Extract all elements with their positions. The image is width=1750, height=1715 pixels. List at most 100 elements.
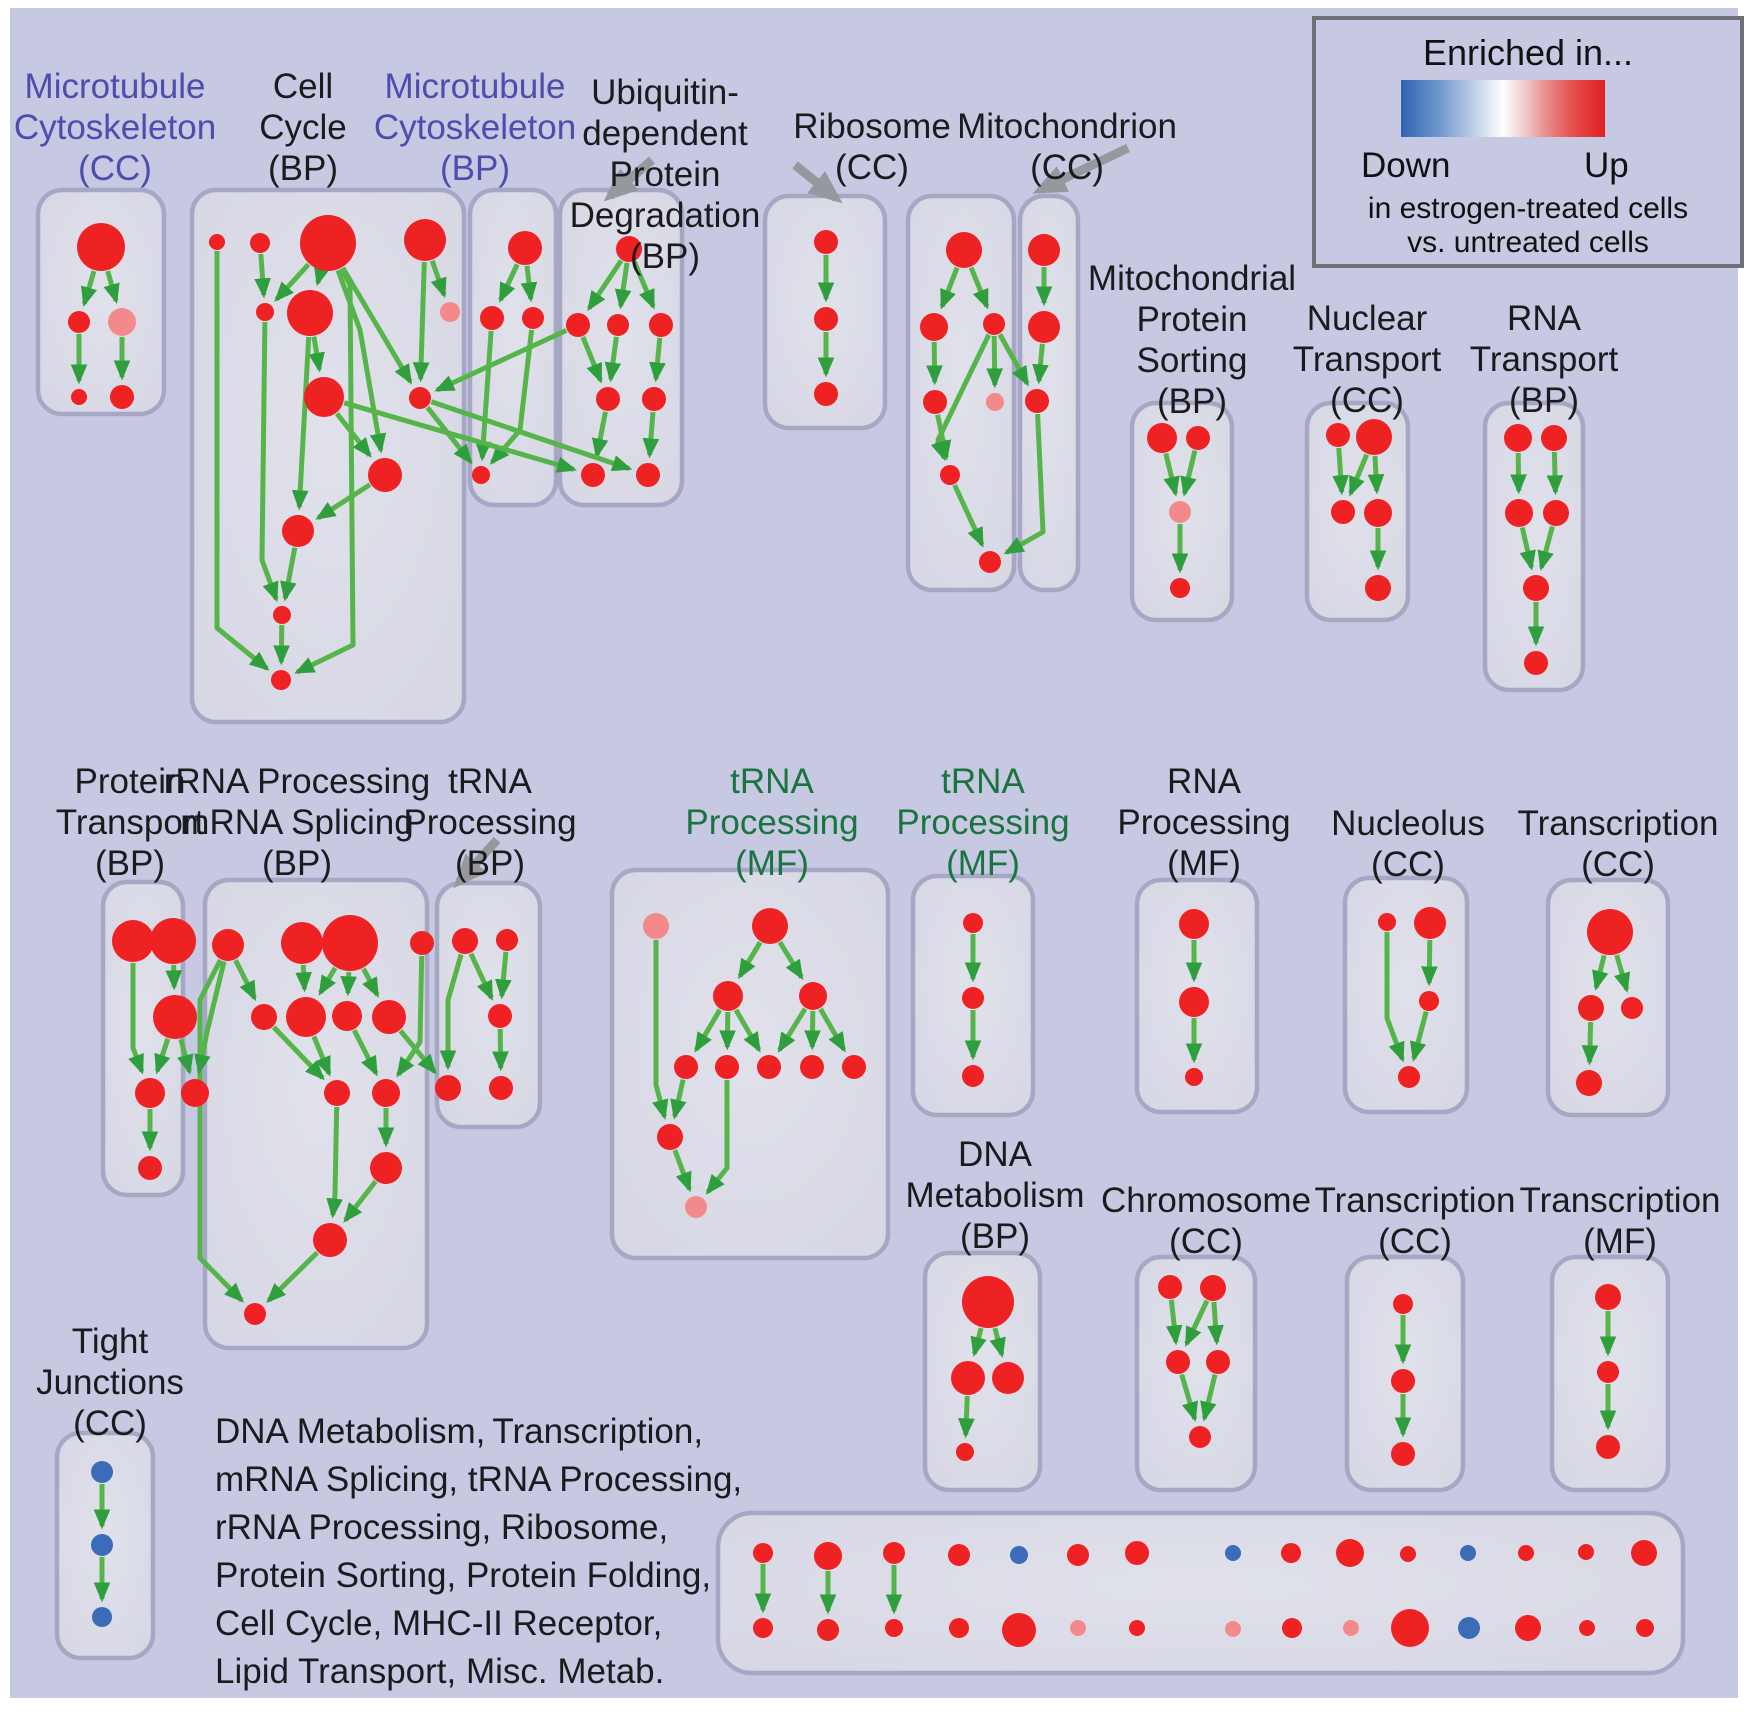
graph-edge [468, 952, 494, 1001]
graph-edge [334, 411, 372, 458]
go-term-node [1185, 1068, 1203, 1086]
go-term-node [287, 290, 333, 336]
cluster-label-transcription-cc-b: Transcription (CC) [1314, 1181, 1516, 1261]
go-term-node [1400, 1546, 1416, 1562]
graph-edge [308, 336, 325, 373]
graph-edge [475, 330, 494, 462]
go-term-node [842, 1055, 866, 1079]
graph-edge [434, 328, 568, 393]
label-pointer-arrow-icon [1032, 143, 1130, 195]
go-term-node [372, 1000, 406, 1034]
go-term-node [1579, 1620, 1595, 1636]
go-term-node [616, 236, 642, 262]
go-term-node [643, 913, 669, 939]
cluster-label-rrna-processing-mrna-splicing-bp: rRNA Processing mRNA Splicing (BP) [163, 762, 431, 883]
go-term-node [757, 1055, 781, 1079]
graph-edge [315, 482, 372, 521]
go-term-node [108, 308, 136, 336]
go-term-node [508, 231, 542, 265]
legend-up-label: Up [1584, 146, 1629, 185]
graph-edge [280, 547, 298, 602]
graph-edge [642, 411, 660, 459]
graph-edge [1367, 455, 1385, 495]
go-term-node [480, 306, 504, 330]
go-term-node [209, 234, 225, 250]
graph-edge [311, 1035, 332, 1077]
cluster-label-nuclear-transport-cc: Nuclear Transport (CC) [1292, 299, 1442, 420]
graph-edge [412, 261, 430, 383]
cluster-label-microtubule-cytoskeleton-bp: Microtubule Cytoskeleton (BP) [373, 67, 577, 188]
go-term-node [1365, 575, 1391, 601]
graph-edge [340, 971, 357, 997]
cluster-label-ribosome-cc: Ribosome (CC) [793, 107, 951, 187]
go-term-node [1578, 1544, 1594, 1560]
go-term-node [956, 1443, 974, 1461]
go-term-node [1414, 907, 1446, 939]
graph-edge [340, 266, 413, 385]
go-term-node [1523, 575, 1549, 601]
graph-edge [430, 399, 633, 472]
go-term-node [642, 387, 666, 411]
go-term-node [1391, 1609, 1429, 1647]
graph-edge [1184, 1299, 1210, 1347]
go-term-node [150, 918, 196, 964]
cluster-box-microtubule-cytoskeleton-bp [467, 187, 559, 508]
graph-edge [614, 262, 632, 310]
go-term-node [1125, 1541, 1149, 1565]
go-term-node [112, 920, 154, 962]
graph-edge [291, 336, 312, 511]
go-term-node [91, 1461, 113, 1483]
go-term-node [1129, 1620, 1145, 1636]
graph-edge [1003, 413, 1046, 555]
cluster-label-trna-processing-mf-2: tRNA Processing (MF) [896, 762, 1070, 883]
enrichment-network-diagram [35, 143, 1686, 1676]
go-term-node [1378, 913, 1396, 931]
go-term-node [963, 913, 983, 933]
graph-edge [295, 964, 312, 993]
go-term-node [885, 1619, 903, 1637]
go-term-node [1326, 423, 1350, 447]
go-term-node [1179, 909, 1209, 939]
go-term-node [674, 1055, 698, 1079]
go-term-node [1028, 311, 1060, 343]
go-term-node [1419, 991, 1439, 1011]
go-term-node [324, 1080, 350, 1106]
label-pointer-arrow-icon [453, 836, 501, 889]
graph-edge [425, 405, 473, 465]
graph-edge [958, 1395, 975, 1439]
go-term-node [488, 1004, 512, 1028]
go-term-node [1179, 987, 1209, 1017]
go-term-node [1282, 1618, 1302, 1638]
go-term-node [923, 390, 947, 414]
graph-edge [580, 336, 603, 384]
go-term-node [948, 1544, 970, 1566]
graph-edge [429, 259, 447, 299]
go-term-node [92, 1607, 112, 1627]
cluster-label-cell-cycle-bp: Cell Cycle (BP) [259, 67, 347, 188]
graph-edge [818, 1007, 847, 1053]
go-term-node [636, 463, 660, 487]
go-term-node [753, 1543, 773, 1563]
go-term-node [322, 915, 378, 971]
go-term-node [1028, 234, 1060, 266]
go-term-node [1458, 1617, 1480, 1639]
go-term-node [657, 1124, 683, 1150]
graph-edge [777, 1007, 808, 1053]
graph-edge [1032, 343, 1049, 385]
graph-edge [777, 940, 804, 981]
go-term-node [300, 215, 356, 271]
cluster-box-rna-transport-bp [1482, 400, 1586, 693]
legend: Enriched in... Down Up in estrogen-treat… [1312, 16, 1744, 268]
cluster-label-rna-transport-bp: RNA Transport (BP) [1469, 299, 1619, 420]
graph-edge [1537, 525, 1555, 571]
go-term-node [250, 233, 270, 253]
go-term-node [332, 1001, 362, 1031]
go-term-node [814, 1542, 842, 1570]
go-term-node [715, 1055, 739, 1079]
graph-edge [154, 1038, 171, 1075]
cluster-label-chromosome-cc: Chromosome (CC) [1100, 1181, 1312, 1261]
graph-edge [970, 1327, 987, 1358]
go-term-node [370, 1152, 402, 1184]
go-term-node [1356, 419, 1392, 455]
